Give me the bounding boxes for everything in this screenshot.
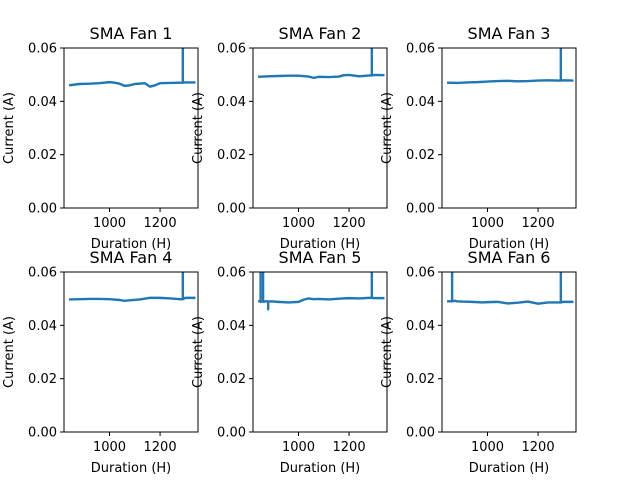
y-tick-label: 0.06	[217, 266, 246, 281]
y-tick-label: 0.04	[217, 95, 246, 110]
subplot-title: SMA Fan 1	[90, 24, 173, 43]
x-tick-label: 1000	[282, 440, 315, 455]
x-tick-label: 1200	[522, 216, 555, 231]
axes-frame	[252, 271, 388, 433]
y-tick-label: 0.00	[217, 426, 246, 441]
y-axis-label: Current (A)	[191, 92, 206, 164]
y-axis-label: Current (A)	[380, 316, 395, 388]
series-line	[258, 272, 385, 311]
x-tick-label: 1000	[471, 216, 504, 231]
subplot-title: SMA Fan 3	[468, 24, 551, 43]
x-axis-label: Duration (H)	[91, 461, 172, 476]
axes-frame	[63, 271, 199, 433]
y-tick-label: 0.04	[217, 319, 246, 334]
y-axis-label: Current (A)	[380, 92, 395, 164]
y-tick-label: 0.00	[406, 202, 435, 217]
x-tick-label: 1200	[333, 440, 366, 455]
series-line	[447, 48, 574, 85]
series-line	[257, 48, 385, 80]
y-axis-label: Current (A)	[191, 316, 206, 388]
y-tick-label: 0.00	[406, 426, 435, 441]
y-tick-label: 0.04	[406, 95, 435, 110]
y-tick-label: 0.02	[406, 372, 435, 387]
x-tick-label: 1000	[282, 216, 315, 231]
x-tick-label: 1200	[333, 216, 366, 231]
series-line	[447, 272, 574, 305]
axes-frame	[441, 47, 577, 209]
x-tick-label: 1000	[471, 440, 504, 455]
x-tick-label: 1200	[144, 216, 177, 231]
y-tick-label: 0.04	[406, 319, 435, 334]
subplot-1: 0.00 0.02 0.04 0.06 1000 1200 SMA Fan 1 Duratio…	[2, 24, 199, 252]
y-tick-label: 0.02	[28, 372, 57, 387]
y-tick-label: 0.06	[28, 42, 57, 57]
x-tick-label: 1200	[522, 440, 555, 455]
x-axis-label: Duration (H)	[469, 237, 550, 252]
subplot-title: SMA Fan 2	[279, 24, 362, 43]
subplot-title: SMA Fan 4	[90, 248, 173, 267]
y-tick-label: 0.02	[406, 148, 435, 163]
y-tick-label: 0.00	[217, 202, 246, 217]
y-axis-label: Current (A)	[2, 316, 17, 388]
subplot-3: 0.00 0.02 0.04 0.06 1000 1200 SMA Fan 3 Duratio…	[380, 24, 577, 252]
subplot-title: SMA Fan 5	[279, 248, 362, 267]
subplot-2: 0.00 0.02 0.04 0.06 1000 1200 SMA Fan 2 Duratio…	[191, 24, 388, 252]
subplot-title: SMA Fan 6	[468, 248, 551, 267]
y-tick-label: 0.06	[28, 266, 57, 281]
x-axis-label: Duration (H)	[469, 461, 550, 476]
series-line	[68, 48, 196, 88]
x-axis-label: Duration (H)	[280, 237, 361, 252]
subplot-6: 0.00 0.02 0.04 0.06 1000 1200 SMA Fan 6 Duratio…	[380, 248, 577, 476]
axes-frame	[63, 47, 199, 209]
y-tick-label: 0.02	[217, 372, 246, 387]
x-tick-label: 1000	[93, 440, 126, 455]
y-tick-label: 0.04	[28, 319, 57, 334]
axes-frame	[252, 47, 388, 209]
subplot-4: 0.00 0.02 0.04 0.06 1000 1200 SMA Fan 4 Duratio…	[2, 248, 199, 476]
axes-frame	[441, 271, 577, 433]
x-axis-label: Duration (H)	[280, 461, 361, 476]
y-tick-label: 0.06	[406, 266, 435, 281]
y-tick-label: 0.02	[217, 148, 246, 163]
x-tick-label: 1200	[144, 440, 177, 455]
x-axis-label: Duration (H)	[91, 237, 172, 252]
y-axis-label: Current (A)	[2, 92, 17, 164]
y-tick-label: 0.00	[28, 202, 57, 217]
subplot-5: 0.00 0.02 0.04 0.06 1000 1200 SMA Fan 5 Duratio…	[191, 248, 388, 476]
y-tick-label: 0.06	[406, 42, 435, 57]
series-line	[69, 272, 196, 302]
y-tick-label: 0.06	[217, 42, 246, 57]
y-tick-label: 0.02	[28, 148, 57, 163]
y-tick-label: 0.00	[28, 426, 57, 441]
y-tick-label: 0.04	[28, 95, 57, 110]
x-tick-label: 1000	[93, 216, 126, 231]
